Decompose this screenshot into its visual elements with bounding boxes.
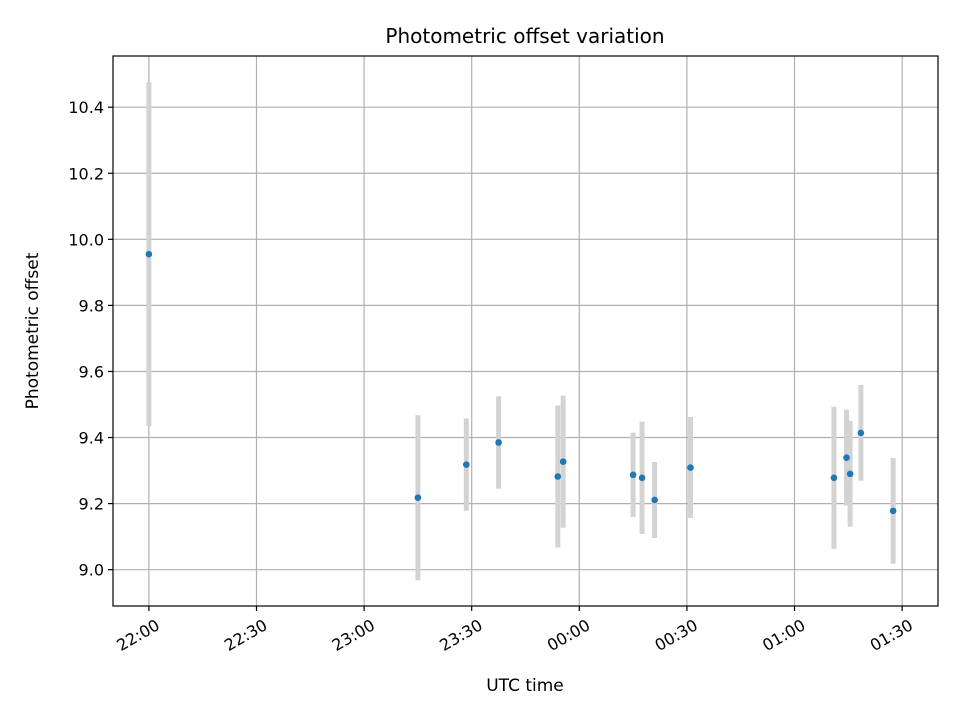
- data-point: [843, 454, 850, 461]
- chart-title: Photometric offset variation: [385, 24, 664, 48]
- y-tick-label: 9.4: [79, 429, 104, 448]
- data-point: [857, 429, 865, 437]
- y-tick-label: 9.8: [79, 296, 104, 315]
- data-point: [145, 250, 153, 258]
- grid-layer: [113, 56, 938, 606]
- y-tick-label: 10.2: [68, 164, 104, 183]
- y-axis-ticks: 9.0 9.2 9.4 9.6 9.8 10.0 10.2 10.4: [68, 98, 113, 580]
- x-axis-title: UTC time: [486, 676, 564, 696]
- y-axis-title: Photometric offset: [23, 252, 43, 409]
- data-point: [559, 458, 567, 465]
- data-point: [463, 461, 470, 468]
- data-point: [846, 470, 854, 478]
- marker-layer: [145, 250, 897, 515]
- data-point: [687, 464, 694, 471]
- data-point: [638, 474, 646, 482]
- plot-frame: [112, 55, 939, 607]
- data-point: [651, 496, 658, 504]
- data-point: [889, 507, 897, 515]
- data-point: [629, 471, 637, 479]
- y-tick-label: 10.4: [68, 98, 104, 117]
- data-point: [495, 439, 502, 446]
- y-tick-label: 9.2: [79, 495, 104, 514]
- data-point: [414, 494, 422, 501]
- data-point: [554, 473, 562, 480]
- y-tick-label: 10.0: [68, 230, 104, 249]
- y-tick-label: 9.0: [79, 561, 104, 580]
- y-tick-label: 9.6: [79, 362, 104, 381]
- data-point: [830, 474, 838, 482]
